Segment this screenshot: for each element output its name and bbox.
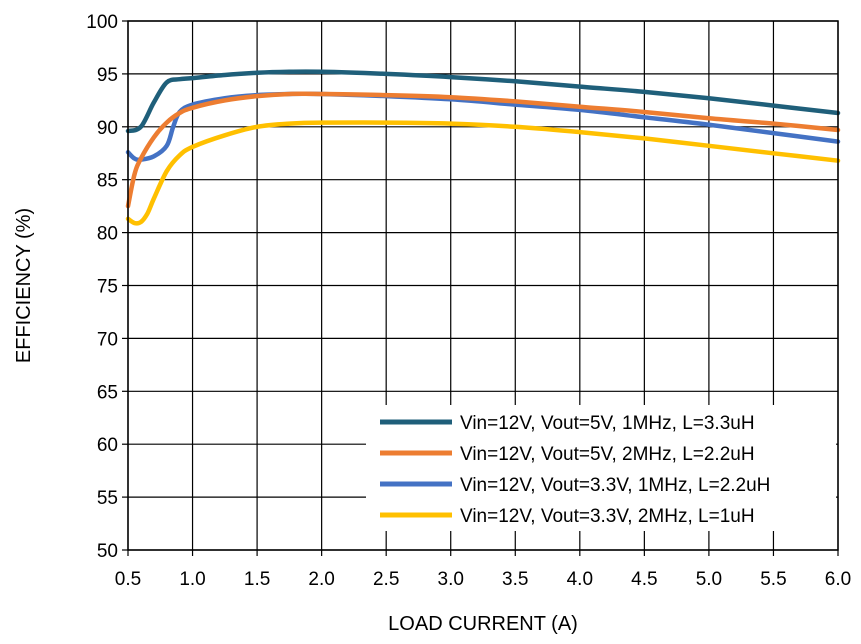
- y-tick-labels: 50 55 60 65 70 75 80 85 90 95 100: [86, 12, 128, 562]
- series-line-1: [125, 69, 841, 134]
- x-tick-label: 5.5: [760, 569, 786, 590]
- y-tick-label: 70: [97, 329, 118, 350]
- x-tick-label: 2.5: [373, 569, 399, 590]
- x-tick-labels: 0.5 1.0 1.5 2.0 2.5 3.0 3.5 4.0 4.5 5.0 5.5 6.0: [115, 550, 851, 590]
- legend-label-1: Vin=12V, Vout=5V, 1MHz, L=3.3uH: [460, 413, 755, 434]
- y-tick-label: 90: [97, 118, 118, 139]
- x-tick-label: 1.0: [179, 569, 205, 590]
- legend-label-3: Vin=12V, Vout=3.3V, 1MHz, L=2.2uH: [460, 475, 770, 496]
- y-tick-label: 50: [97, 541, 118, 562]
- y-tick-label: 75: [97, 277, 118, 298]
- x-tick-label: 0.5: [115, 569, 141, 590]
- x-tick-label: 3.0: [438, 569, 464, 590]
- y-tick-label: 100: [86, 12, 118, 33]
- x-tick-label: 2.0: [308, 569, 334, 590]
- legend: Vin=12V, Vout=5V, 1MHz, L=3.3uH Vin=12V, …: [366, 405, 836, 531]
- y-tick-label: 55: [97, 488, 118, 509]
- y-tick-label: 60: [97, 435, 118, 456]
- y-tick-label: 85: [97, 171, 118, 192]
- y-tick-label: 65: [97, 382, 118, 403]
- y-tick-label: 95: [97, 65, 118, 86]
- x-axis-title: LOAD CURRENT (A): [388, 613, 578, 635]
- x-tick-label: 5.0: [696, 569, 722, 590]
- series-line-2: [125, 91, 841, 209]
- y-tick-label: 80: [97, 224, 118, 245]
- x-tick-label: 4.0: [567, 569, 593, 590]
- legend-box: [366, 405, 836, 531]
- y-axis-title: EFFICIENCY (%): [13, 208, 35, 363]
- x-tick-label: 3.5: [502, 569, 528, 590]
- chart-series: [125, 69, 841, 226]
- x-tick-label: 6.0: [825, 569, 851, 590]
- x-tick-label: 4.5: [631, 569, 657, 590]
- legend-label-4: Vin=12V, Vout=3.3V, 2MHz, L=1uH: [460, 506, 755, 527]
- series-line-4: [125, 120, 841, 226]
- legend-label-2: Vin=12V, Vout=5V, 2MHz, L=2.2uH: [460, 444, 755, 465]
- x-tick-label: 1.5: [244, 569, 270, 590]
